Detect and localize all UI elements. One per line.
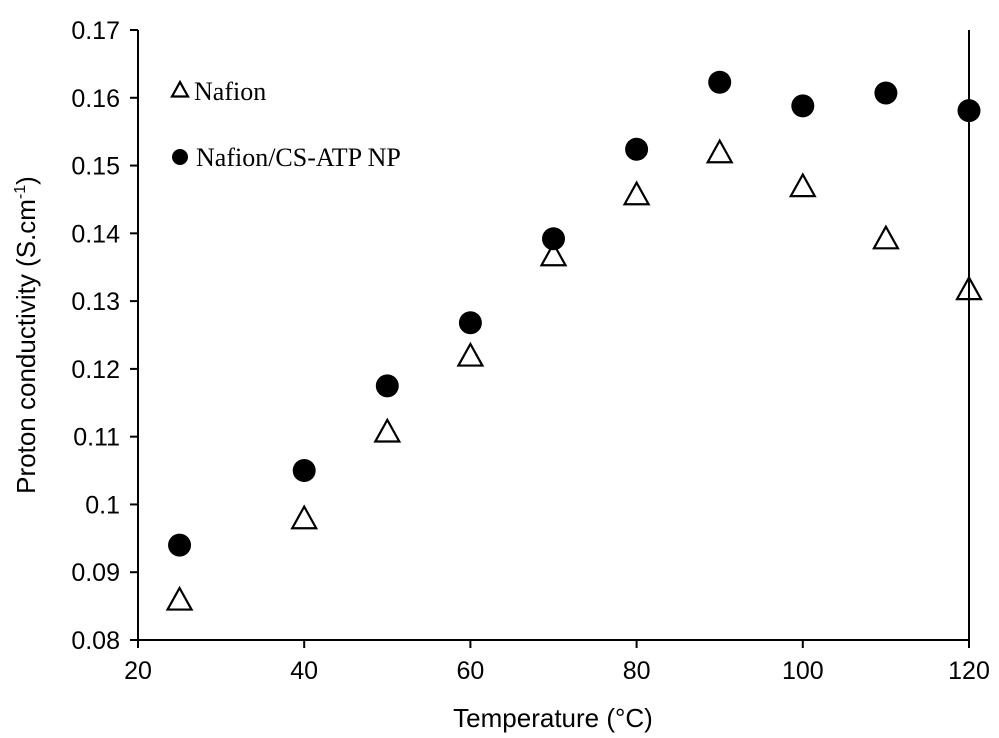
y-tick-label: 0.11 [73, 424, 120, 452]
data-points [165, 70, 983, 611]
x-ticks: 20 40 60 80 100 120 [124, 640, 990, 685]
nafion-cs-atp-point [375, 374, 399, 398]
y-tick-label: 0.15 [71, 153, 120, 181]
x-tick-label: 100 [782, 657, 824, 685]
y-ticks: 0.08 0.09 0.1 0.11 0.12 0.13 0.14 0.15 0.16 0.17 [71, 17, 138, 655]
x-tick-label: 60 [456, 657, 484, 685]
nafion-point [622, 180, 651, 206]
nafion-point [539, 241, 568, 267]
y-tick-label: 0.12 [71, 356, 120, 384]
nafion-cs-atp-point [458, 311, 482, 335]
x-axis-title: Temperature (°C) [453, 703, 653, 733]
legend-label-nafion-cs-atp: Nafion/CS-ATP NP [196, 143, 401, 172]
y-tick-label: 0.08 [71, 627, 120, 655]
nafion-point [872, 224, 900, 250]
x-tick-label: 80 [623, 657, 651, 685]
nafion-cs-atp-point [791, 94, 815, 118]
nafion-point [373, 417, 402, 443]
y-axis-title-main: Proton conductivity (S.cm [11, 199, 41, 494]
y-axis-title-close: ) [11, 176, 41, 185]
legend-marker-nafion [170, 79, 190, 98]
legend: Nafion Nafion/CS-ATP NP [170, 77, 401, 172]
nafion-point [955, 275, 983, 301]
axes [137, 30, 970, 641]
nafion-cs-atp-point [168, 533, 192, 557]
y-tick-label: 0.1 [85, 491, 120, 519]
y-tick-label: 0.17 [71, 17, 120, 45]
y-tick-label: 0.14 [71, 220, 120, 248]
nafion-point [705, 138, 734, 164]
nafion-point [290, 504, 319, 530]
x-tick-label: 40 [290, 657, 318, 685]
x-tick-label: 20 [124, 657, 152, 685]
y-tick-label: 0.13 [71, 288, 120, 316]
nafion-cs-atp-point [292, 459, 316, 483]
y-axis-title: Proton conductivity (S.cm-1) [11, 176, 41, 494]
nafion-cs-atp-point [957, 99, 981, 123]
legend-label-nafion: Nafion [194, 77, 266, 106]
nafion-point [788, 172, 817, 198]
nafion-cs-atp-point [542, 227, 565, 251]
y-tick-label: 0.09 [71, 559, 120, 587]
y-axis-title-superscript: -1 [12, 185, 29, 199]
nafion-point [456, 341, 485, 367]
nafion-cs-atp-point [625, 137, 649, 161]
legend-marker-nafion-cs-atp [172, 149, 188, 165]
x-tick-label: 120 [948, 657, 990, 685]
y-tick-label: 0.16 [71, 85, 120, 113]
nafion-point [165, 585, 194, 611]
nafion-cs-atp-point [874, 81, 898, 105]
nafion-cs-atp-point [708, 70, 732, 94]
